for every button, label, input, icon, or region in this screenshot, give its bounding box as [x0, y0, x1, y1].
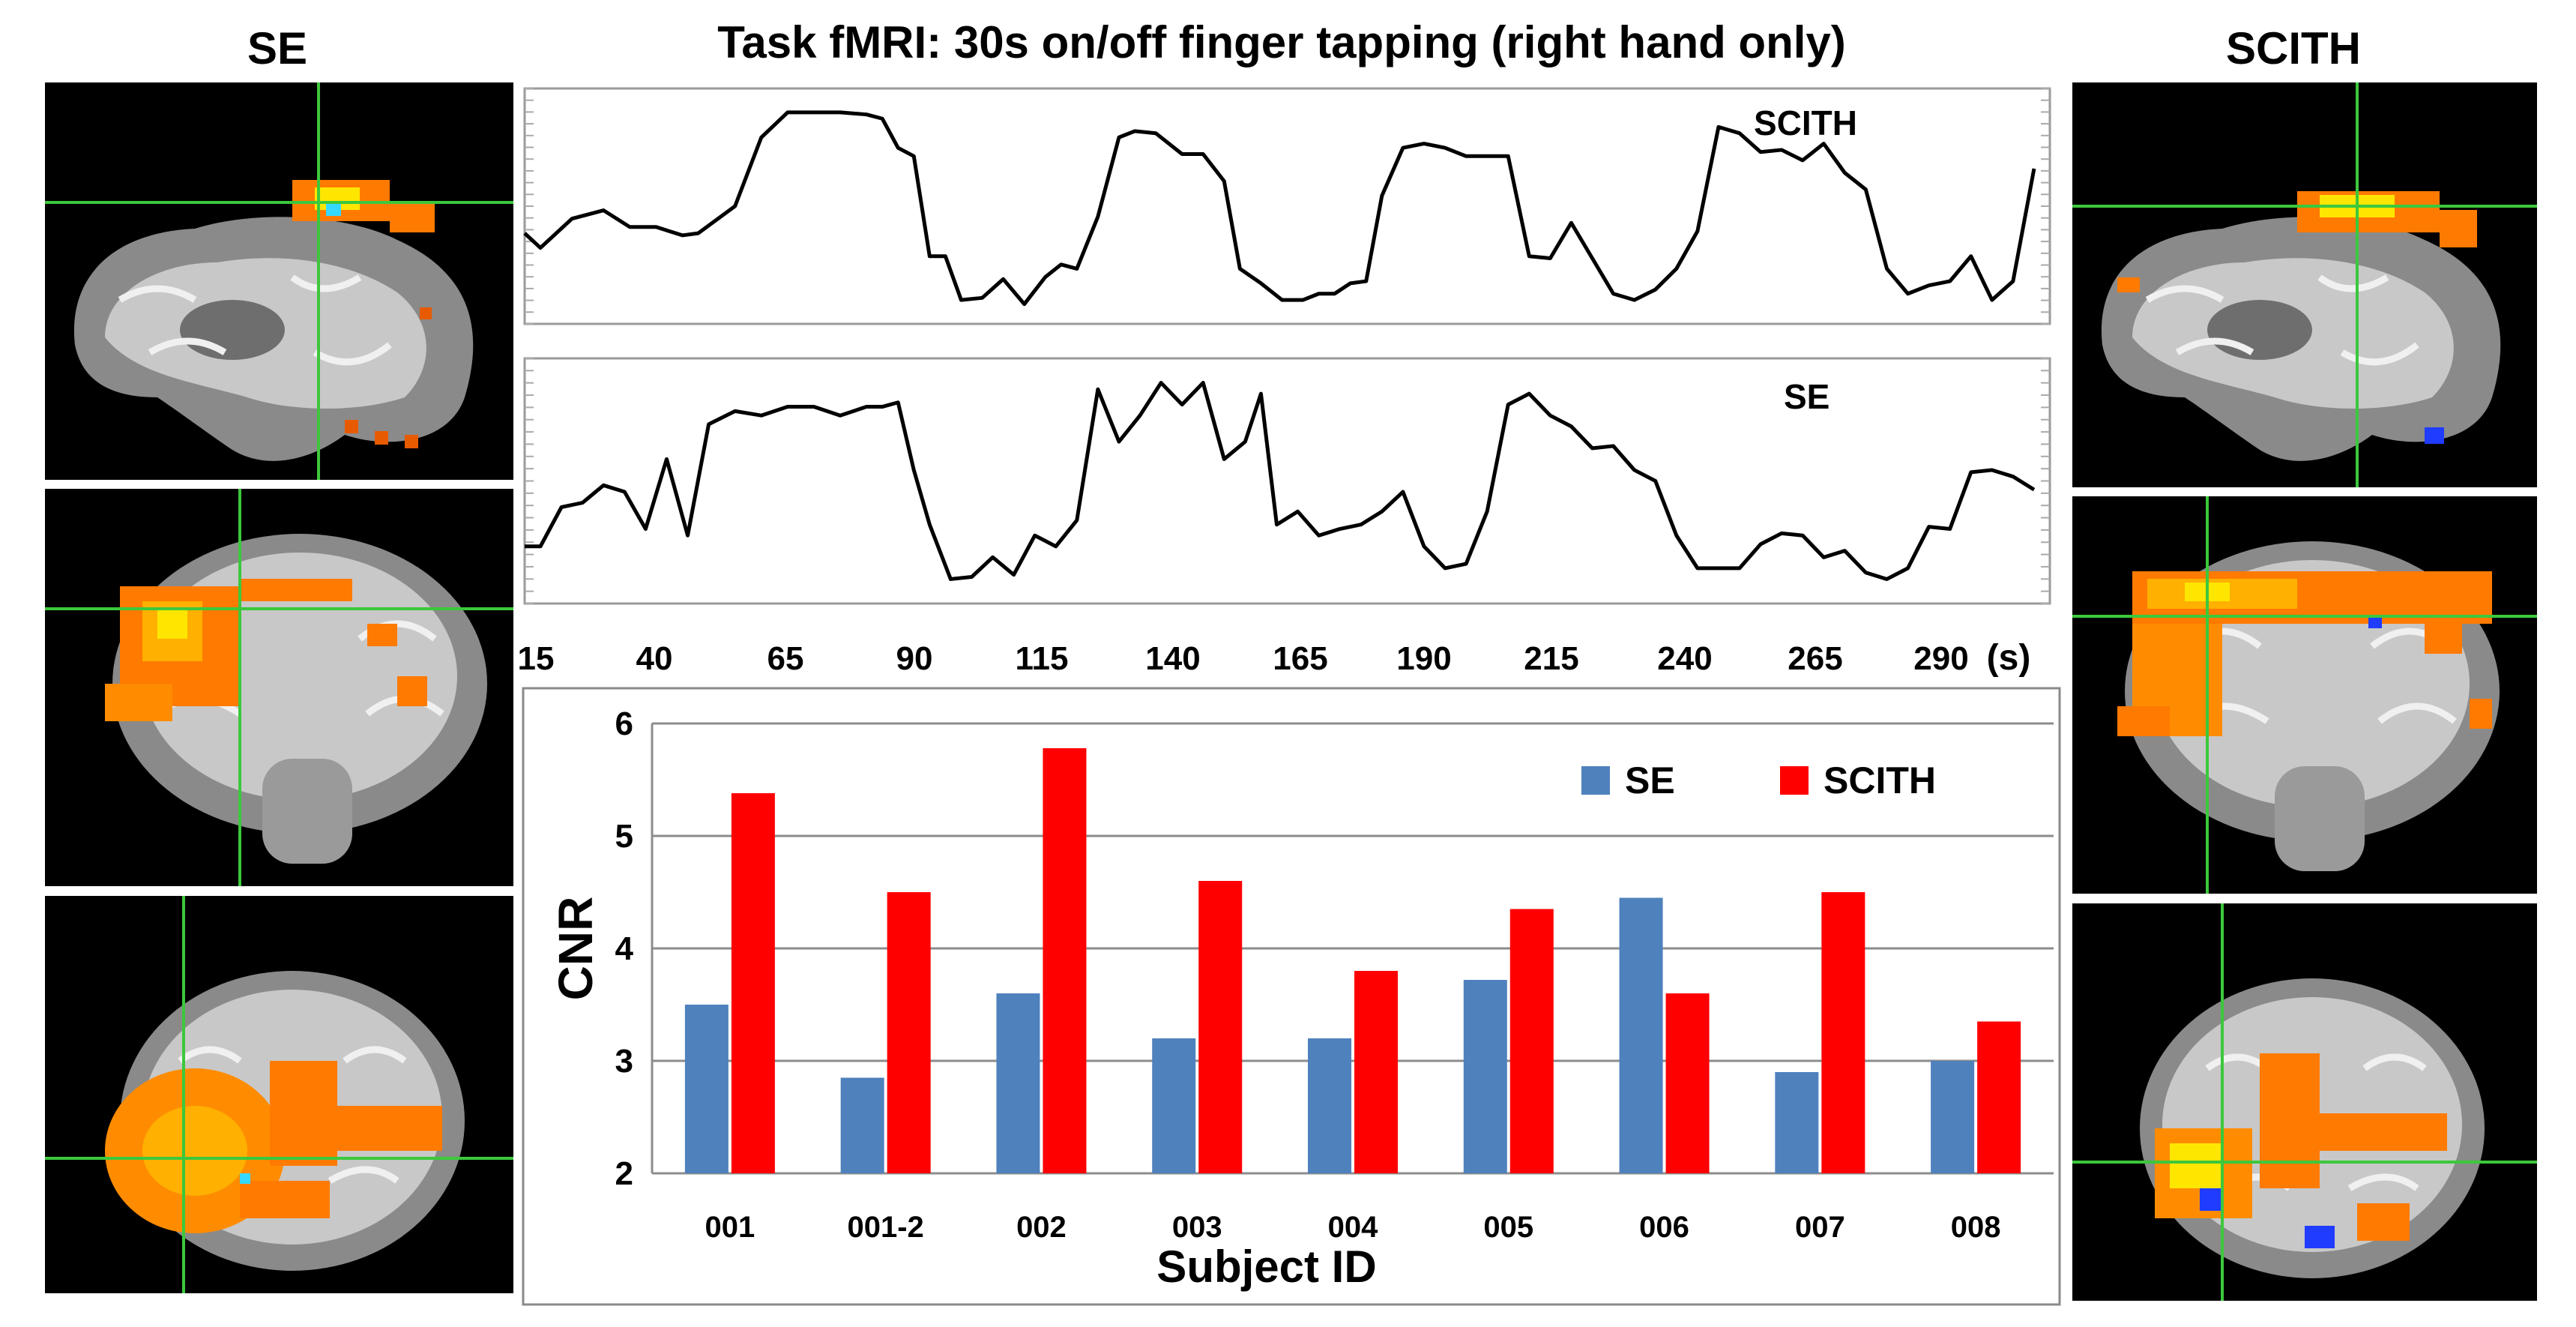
bar-scith-001-2 — [887, 892, 931, 1173]
x-tick-label: 15 — [518, 640, 555, 677]
bar-scith-006 — [1665, 993, 1710, 1173]
bar-scith-005 — [1509, 909, 1554, 1173]
series-label: SE — [1784, 377, 1830, 416]
legend-swatch-scith — [1780, 766, 1809, 795]
x-tick-label: 001 — [705, 1211, 755, 1244]
x-tick-label: 40 — [636, 640, 673, 677]
series-line-se — [525, 381, 2036, 581]
plot-frame — [523, 87, 2051, 325]
y-tick-label: 2 — [615, 1155, 633, 1192]
bar-scith-007 — [1821, 892, 1865, 1173]
bar-se-001 — [684, 1005, 729, 1173]
y-tick-label: 5 — [615, 818, 633, 855]
series-line-scith — [523, 110, 2036, 307]
bar-se-002 — [996, 993, 1040, 1173]
left-column-label: SE — [247, 23, 308, 73]
x-tick-label: 140 — [1145, 640, 1200, 677]
bar-se-001-2 — [840, 1077, 884, 1173]
x-tick-label: 240 — [1657, 640, 1712, 677]
brain-sagittal-activation-map-icon — [2072, 82, 2537, 487]
legend-swatch-se — [1581, 766, 1610, 795]
x-tick-label: 215 — [1524, 640, 1578, 677]
bar-scith-003 — [1198, 881, 1243, 1173]
brain-sagittal-activation-map-icon — [45, 82, 513, 480]
bar-scith-002 — [1043, 748, 1087, 1173]
legend-label: SE — [1625, 759, 1675, 801]
x-tick-label: 290 — [1913, 640, 1968, 677]
x-tick-label: 115 — [1016, 640, 1069, 677]
x-tick-label: 002 — [1016, 1211, 1067, 1244]
plot-frame — [523, 357, 2051, 605]
x-tick-label: 65 — [767, 640, 804, 677]
x-axis-label: Subject ID — [1156, 1242, 1376, 1292]
legend-label: SCITH — [1824, 759, 1936, 801]
bar-se-004 — [1308, 1038, 1351, 1173]
figure-title: Task fMRI: 30s on/off finger tapping (ri… — [717, 17, 1846, 67]
y-tick-label: 3 — [615, 1043, 633, 1080]
x-tick-label: 190 — [1396, 640, 1451, 677]
x-tick-label: 001-2 — [848, 1211, 924, 1244]
bar-scith-001 — [731, 793, 775, 1173]
x-tick-label: 165 — [1273, 640, 1327, 677]
x-unit-label: (s) — [1987, 638, 2031, 678]
brain-coronal-activation-map-icon — [2072, 496, 2537, 894]
x-tick-label: 007 — [1795, 1211, 1845, 1244]
x-tick-label: 265 — [1788, 640, 1842, 677]
y-axis-label: CNR — [549, 897, 603, 1001]
bar-scith-004 — [1354, 971, 1398, 1173]
x-tick-label: 003 — [1172, 1211, 1222, 1244]
series-label: SCITH — [1754, 103, 1857, 142]
bar-se-008 — [1931, 1061, 1975, 1173]
y-tick-label: 4 — [615, 930, 634, 967]
brain-axial-activation-map-icon — [2072, 903, 2537, 1301]
brain-coronal-activation-map-icon — [45, 489, 513, 886]
brain-axial-activation-map-icon — [45, 896, 513, 1293]
x-tick-label: 004 — [1328, 1211, 1378, 1244]
bar-se-005 — [1463, 980, 1507, 1173]
bar-se-006 — [1619, 897, 1663, 1173]
time-series-chart: SCITH SE 15 40 65 90 115 140 165 190 215 240 265 290 (… — [518, 87, 2051, 678]
y-tick-label: 6 — [615, 705, 633, 742]
x-tick-label: 005 — [1483, 1211, 1533, 1244]
x-tick-label: 006 — [1639, 1211, 1689, 1244]
bar-se-003 — [1152, 1038, 1196, 1173]
x-tick-label: 008 — [1951, 1211, 2001, 1244]
bar-se-007 — [1775, 1072, 1819, 1173]
x-tick-label: 90 — [896, 640, 933, 677]
right-column-label: SCITH — [2226, 23, 2361, 73]
bar-scith-008 — [1977, 1021, 2021, 1173]
